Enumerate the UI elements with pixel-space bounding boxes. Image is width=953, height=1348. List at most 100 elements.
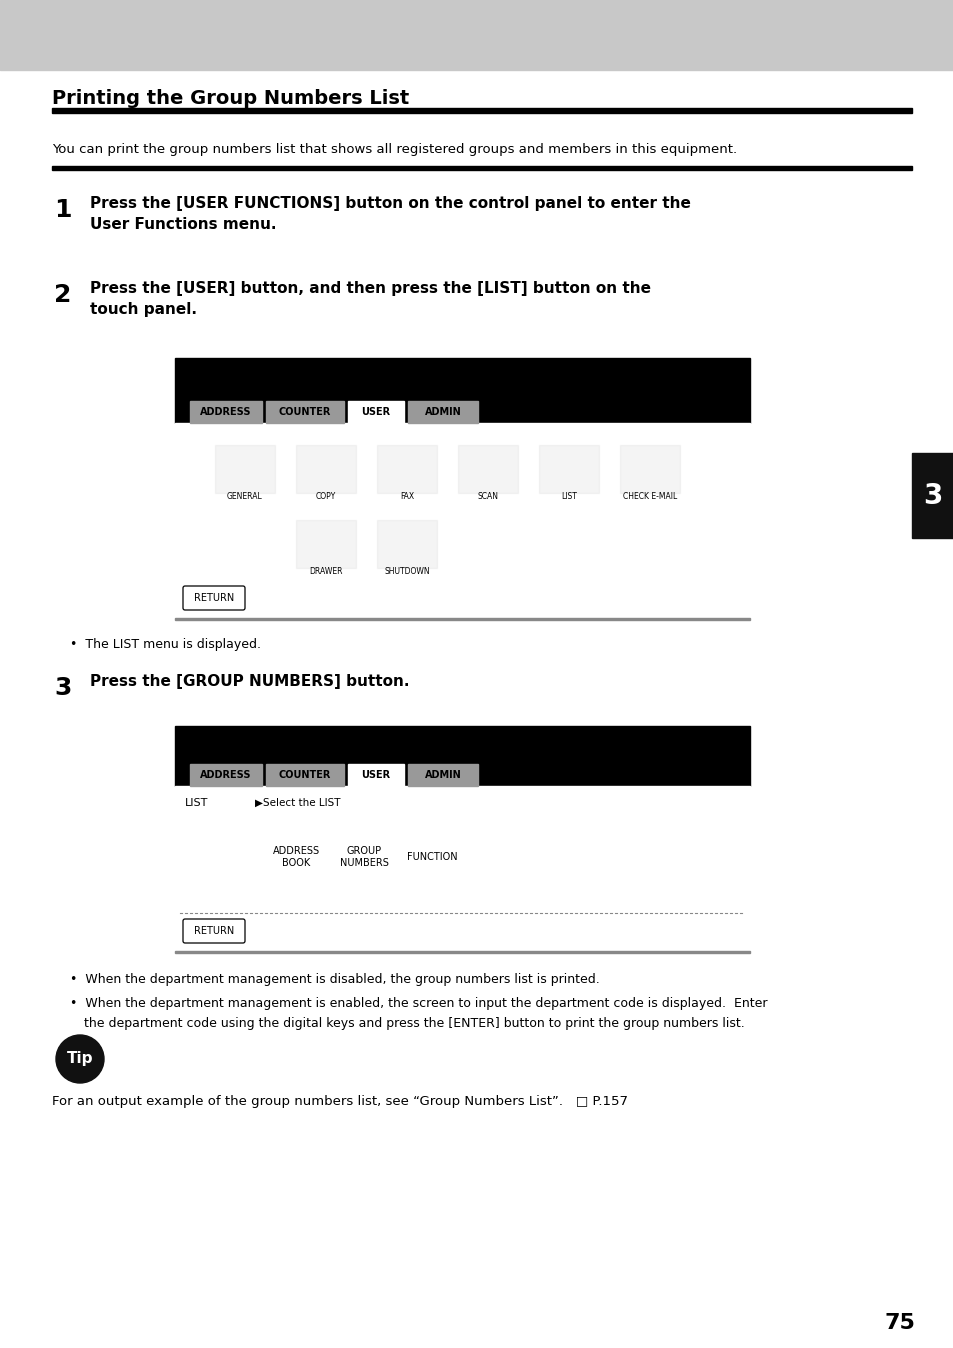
Bar [457,445,517,493]
Bar [190,764,262,786]
Text: GROUP
NUMBERS: GROUP NUMBERS [339,845,388,868]
Bar [174,423,749,617]
Bar [408,400,477,423]
Bar [174,617,749,620]
Bar [333,836,395,878]
Text: GENERAL: GENERAL [227,492,263,501]
Text: 3: 3 [923,481,942,510]
Bar [190,400,262,423]
Text: You can print the group numbers list that shows all registered groups and member: You can print the group numbers list tha… [52,143,737,156]
Bar [538,445,598,493]
Text: •  When the department management is enabled, the screen to input the department: • When the department management is enab… [70,998,767,1010]
Bar [612,441,687,511]
Text: CHECK E-MAIL: CHECK E-MAIL [622,492,677,501]
Text: •  When the department management is disabled, the group numbers list is printed: • When the department management is disa… [70,973,599,985]
Text: ADMIN: ADMIN [424,407,461,417]
Bar [450,441,525,511]
Bar [207,441,283,511]
Bar [400,836,462,878]
Bar [265,836,327,878]
Bar [369,441,444,511]
Bar [376,520,436,568]
Text: USER: USER [361,770,390,780]
Bar [288,441,364,511]
Bar [288,441,364,511]
Bar [376,445,436,493]
Text: ADDRESS: ADDRESS [200,770,252,780]
Circle shape [56,1035,104,1082]
Text: ADDRESS
BOOK: ADDRESS BOOK [273,845,319,868]
Text: DRAWER: DRAWER [309,568,342,576]
Text: the department code using the digital keys and press the [ENTER] button to print: the department code using the digital ke… [84,1016,744,1030]
Text: LIST: LIST [185,798,208,807]
Text: 2: 2 [54,283,71,307]
Bar [369,516,444,586]
Bar [619,445,679,493]
Bar [266,400,344,423]
Bar [266,764,344,786]
Text: SCAN: SCAN [477,492,498,501]
Text: ADDRESS: ADDRESS [200,407,252,417]
Text: SHUTDOWN: SHUTDOWN [384,568,430,576]
Text: 75: 75 [883,1313,915,1333]
Bar [52,108,911,113]
Text: ADMIN: ADMIN [424,770,461,780]
Text: Printing the Group Numbers List: Printing the Group Numbers List [52,89,409,108]
Bar [174,359,749,423]
Text: COUNTER: COUNTER [278,407,331,417]
Text: •  The LIST menu is displayed.: • The LIST menu is displayed. [70,638,261,651]
Bar [0,0,953,70]
Text: FUNCTION: FUNCTION [406,852,456,861]
Text: LIST: LIST [560,492,577,501]
Bar [214,445,274,493]
Bar [348,764,403,786]
Bar [400,836,462,878]
Bar [295,520,355,568]
Text: COPY: COPY [315,492,335,501]
Bar [408,764,477,786]
Text: For an output example of the group numbers list, see “Group Numbers List”.   □ P: For an output example of the group numbe… [52,1095,627,1108]
Bar [408,764,477,786]
Bar [266,764,344,786]
Text: Press the [USER] button, and then press the [LIST] button on the
touch panel.: Press the [USER] button, and then press … [90,280,650,317]
Bar [408,400,477,423]
Text: 3: 3 [54,675,71,700]
Bar [52,166,911,170]
Bar [288,516,364,586]
FancyBboxPatch shape [183,919,245,944]
Text: RETURN: RETURN [193,593,233,603]
Bar [369,516,444,586]
Bar [348,400,403,423]
Bar [369,441,444,511]
Bar [174,950,749,953]
Bar [612,441,687,511]
Bar [190,764,262,786]
Text: RETURN: RETURN [193,926,233,936]
Text: COUNTER: COUNTER [278,770,331,780]
Text: USER: USER [361,407,390,417]
Bar [348,764,403,786]
Bar [288,516,364,586]
Text: 1: 1 [54,198,71,222]
Bar [174,423,749,617]
Bar [174,786,749,950]
Text: Press the [USER FUNCTIONS] button on the control panel to enter the
User Functio: Press the [USER FUNCTIONS] button on the… [90,195,690,232]
Bar [265,836,327,878]
Bar [333,836,395,878]
Text: FAX: FAX [399,492,414,501]
Text: Tip: Tip [67,1051,93,1066]
Bar [207,441,283,511]
Bar [531,441,606,511]
FancyBboxPatch shape [183,586,245,611]
Bar [174,727,749,786]
Text: ▶Select the LIST: ▶Select the LIST [254,798,340,807]
Bar [531,441,606,511]
Bar [911,453,953,538]
Bar [295,445,355,493]
Text: Press the [GROUP NUMBERS] button.: Press the [GROUP NUMBERS] button. [90,674,409,689]
Bar [190,400,262,423]
Bar [266,400,344,423]
Bar [450,441,525,511]
Bar [348,400,403,423]
Bar [174,786,749,950]
